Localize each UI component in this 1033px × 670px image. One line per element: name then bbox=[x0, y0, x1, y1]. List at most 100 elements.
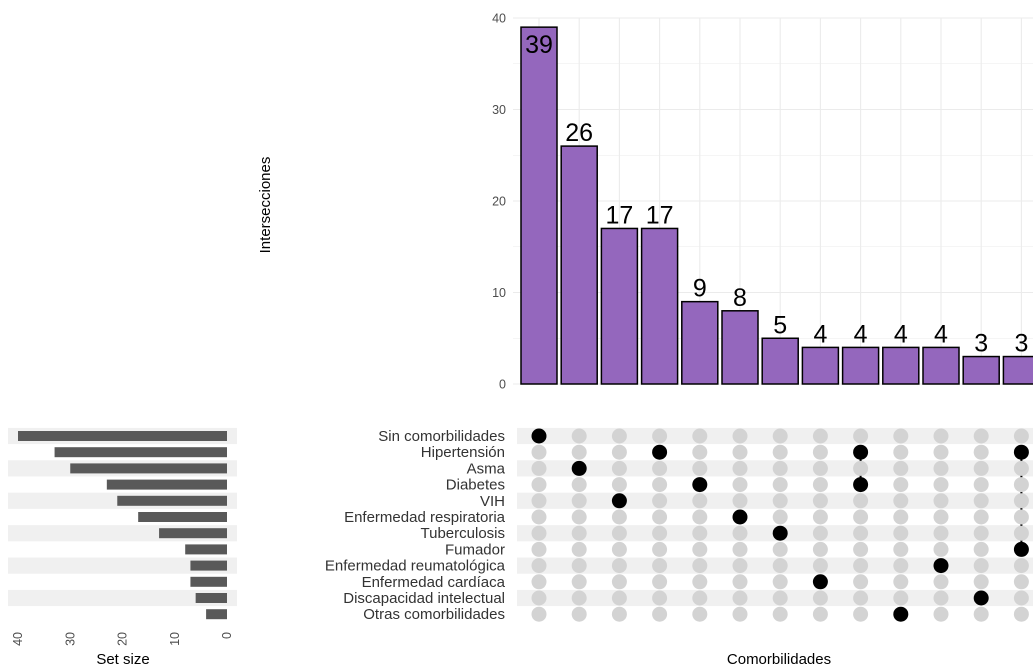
matrix-dot-inactive bbox=[652, 509, 668, 525]
matrix-dot-inactive bbox=[571, 428, 587, 444]
matrix-dot-inactive bbox=[853, 574, 869, 590]
matrix-dot-inactive bbox=[732, 493, 748, 509]
matrix-dot-inactive bbox=[1013, 477, 1029, 493]
matrix-dot-inactive bbox=[772, 444, 788, 460]
matrix-dot-inactive bbox=[652, 574, 668, 590]
matrix-dot-inactive bbox=[652, 606, 668, 622]
matrix-dot-inactive bbox=[611, 606, 627, 622]
matrix-dot-inactive bbox=[692, 590, 708, 606]
intersection-bar bbox=[600, 227, 639, 385]
matrix-dot-inactive bbox=[531, 574, 547, 590]
set-size-bar bbox=[195, 593, 227, 603]
matrix-dot-inactive bbox=[611, 509, 627, 525]
matrix-dot-inactive bbox=[1013, 493, 1029, 509]
matrix-dot-inactive bbox=[652, 460, 668, 476]
matrix-dot-active bbox=[692, 477, 708, 493]
matrix-dot-active bbox=[893, 606, 909, 622]
matrix-dot-inactive bbox=[611, 460, 627, 476]
intersection-bar bbox=[681, 300, 719, 385]
matrix-dot-inactive bbox=[732, 525, 748, 541]
matrix-dot-inactive bbox=[692, 444, 708, 460]
y-tick-label: 10 bbox=[492, 286, 506, 300]
matrix-dot-inactive bbox=[772, 574, 788, 590]
matrix-dot-inactive bbox=[571, 509, 587, 525]
matrix-dot-inactive bbox=[812, 444, 828, 460]
matrix-dot-inactive bbox=[531, 493, 547, 509]
matrix-dot-inactive bbox=[933, 493, 949, 509]
set-label: Tuberculosis bbox=[421, 525, 505, 542]
matrix-dot-inactive bbox=[732, 541, 748, 557]
matrix-dot-inactive bbox=[571, 525, 587, 541]
matrix-dot-inactive bbox=[531, 444, 547, 460]
intersection-bar-label: 26 bbox=[565, 119, 593, 147]
matrix-dot-inactive bbox=[652, 541, 668, 557]
matrix-dot-inactive bbox=[973, 574, 989, 590]
set-size-bar bbox=[138, 512, 227, 522]
set-size-bar bbox=[106, 479, 227, 490]
intersection-bar bbox=[1002, 355, 1033, 385]
matrix-dot-active bbox=[652, 444, 668, 460]
matrix-dot-inactive bbox=[732, 460, 748, 476]
set-size-tick-label: 0 bbox=[220, 632, 234, 639]
intersection-bar bbox=[721, 310, 759, 385]
set-size-bar bbox=[185, 544, 227, 555]
intersection-bar-label: 17 bbox=[646, 201, 674, 229]
matrix-dot-inactive bbox=[772, 428, 788, 444]
matrix-dot-inactive bbox=[933, 590, 949, 606]
matrix-dot-inactive bbox=[973, 428, 989, 444]
matrix-dot-inactive bbox=[571, 558, 587, 574]
matrix-dot-inactive bbox=[692, 509, 708, 525]
intersection-bar bbox=[520, 26, 558, 385]
intersection-bar bbox=[922, 346, 960, 385]
set-label: Diabetes bbox=[446, 477, 505, 494]
matrix-dot-inactive bbox=[652, 558, 668, 574]
matrix-dot-inactive bbox=[1013, 606, 1029, 622]
set-size-bar bbox=[190, 576, 227, 587]
set-label: Asma bbox=[467, 460, 506, 477]
matrix-dot-inactive bbox=[692, 493, 708, 509]
matrix-dot-inactive bbox=[812, 541, 828, 557]
matrix-dot-inactive bbox=[571, 541, 587, 557]
matrix-dot-inactive bbox=[611, 477, 627, 493]
matrix-dot-inactive bbox=[893, 477, 909, 493]
intersection-y-axis-title: Intersecciones bbox=[257, 157, 274, 254]
matrix-dot-inactive bbox=[973, 558, 989, 574]
matrix-dot-active bbox=[1013, 444, 1029, 460]
matrix-dot-inactive bbox=[531, 606, 547, 622]
matrix-dot-inactive bbox=[531, 509, 547, 525]
set-size-bar bbox=[159, 528, 227, 539]
matrix-dot-active bbox=[933, 558, 949, 574]
matrix-dot-active bbox=[973, 590, 989, 606]
intersection-bar bbox=[841, 346, 880, 385]
matrix-dot-inactive bbox=[812, 493, 828, 509]
intersection-bar-label: 39 bbox=[525, 31, 553, 59]
matrix-dot-inactive bbox=[531, 525, 547, 541]
set-size-tick-label: 40 bbox=[11, 632, 25, 646]
set-size-bar bbox=[206, 609, 227, 620]
y-tick-label: 20 bbox=[492, 195, 506, 209]
matrix-dot-inactive bbox=[571, 444, 587, 460]
matrix-dot-inactive bbox=[732, 444, 748, 460]
matrix-dot-inactive bbox=[933, 509, 949, 525]
set-size-tick-label: 30 bbox=[63, 632, 77, 646]
set-label: Enfermedad respiratoria bbox=[344, 509, 506, 526]
intersection-bar-label: 5 bbox=[773, 311, 787, 339]
intersection-bar-label: 9 bbox=[693, 275, 707, 303]
set-label: VIH bbox=[480, 493, 505, 510]
matrix-dot-inactive bbox=[973, 509, 989, 525]
matrix-dot-active bbox=[853, 444, 869, 460]
matrix-dot-inactive bbox=[812, 477, 828, 493]
matrix-dot-inactive bbox=[853, 460, 869, 476]
matrix-dots bbox=[531, 428, 1029, 622]
matrix-dot-inactive bbox=[812, 558, 828, 574]
matrix-dot-inactive bbox=[611, 444, 627, 460]
matrix-dot-inactive bbox=[812, 460, 828, 476]
set-size-bar bbox=[18, 431, 227, 441]
matrix-dot-inactive bbox=[611, 590, 627, 606]
matrix-dot-active bbox=[732, 509, 748, 525]
matrix-dot-inactive bbox=[652, 525, 668, 541]
matrix-dot-inactive bbox=[531, 590, 547, 606]
matrix-dot-inactive bbox=[933, 574, 949, 590]
matrix-dot-inactive bbox=[973, 477, 989, 493]
